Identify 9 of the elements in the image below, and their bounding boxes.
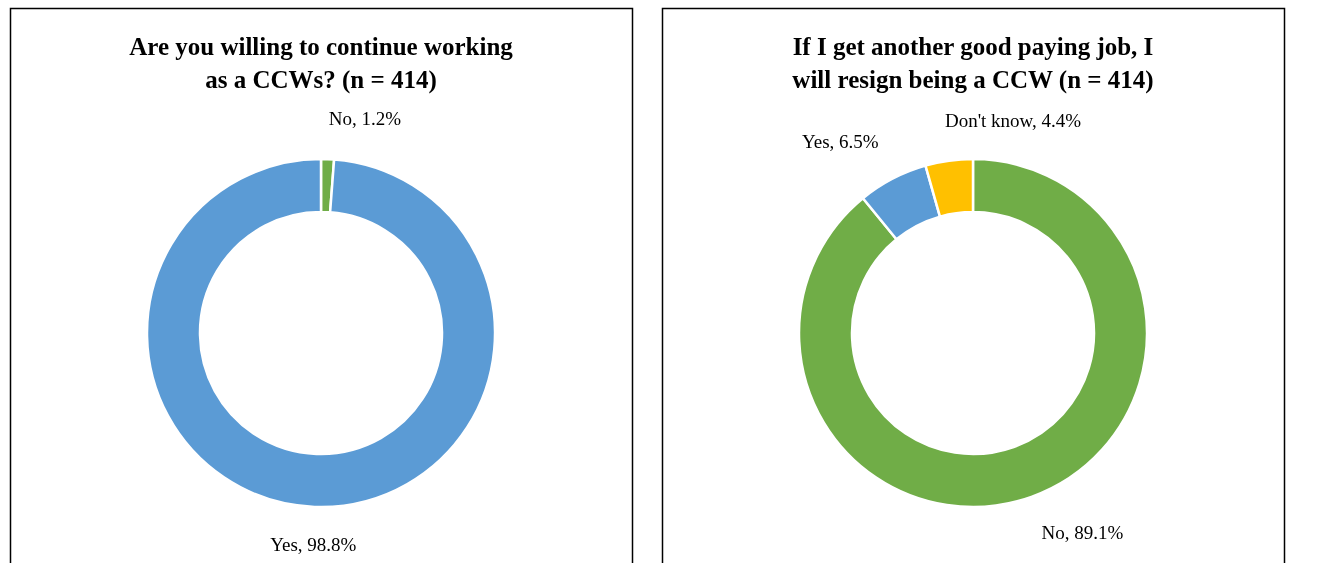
chart-title: If I get another good paying job, I will resign being a CCW (n = 414) — [792, 33, 1154, 94]
slice-label: No, 1.2% — [328, 108, 402, 130]
slice-label: Don't know, 4.4% — [944, 109, 1082, 131]
donut-slice — [797, 157, 1149, 509]
donut-slice — [145, 157, 496, 509]
chart-title: Are you willing to continue working as a CCWs? (n = 414) — [129, 33, 514, 94]
slice-label: Yes, 6.5% — [801, 131, 879, 153]
slice-label: Yes, 98.8% — [270, 533, 357, 555]
slice-label: No, 89.1% — [1041, 522, 1124, 544]
